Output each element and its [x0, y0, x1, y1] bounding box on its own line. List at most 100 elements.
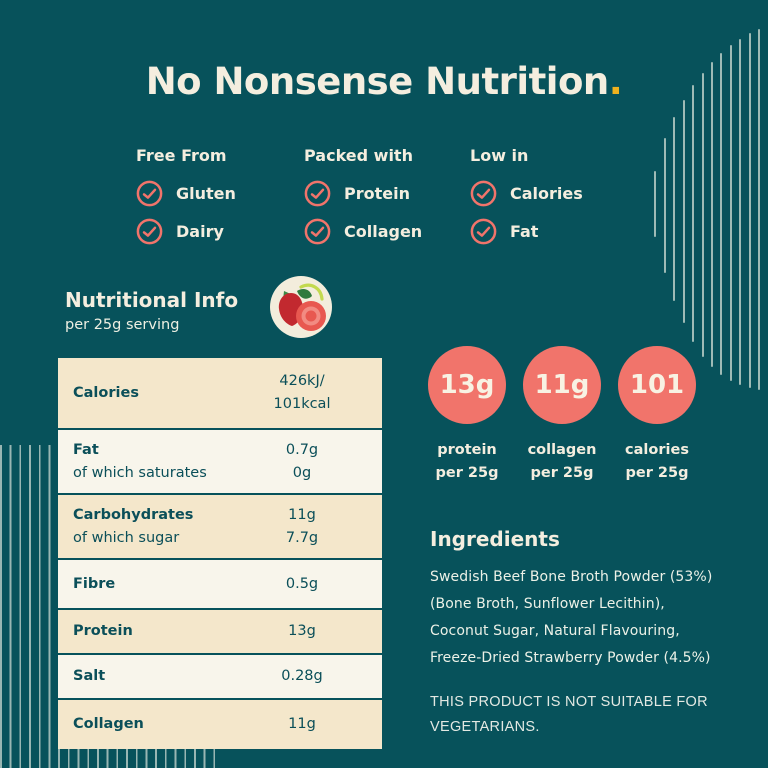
table-row-protein: Protein 13g: [58, 610, 382, 653]
row-value: 0.28g: [281, 668, 323, 684]
check-item-gluten: Gluten: [136, 180, 304, 207]
stat-circle-badge: 101: [618, 346, 696, 424]
row-value-cell: 11g 7.7g: [242, 504, 362, 550]
check-item-collagen: Collagen: [304, 218, 470, 245]
row-value: 11g: [288, 506, 316, 523]
check-item-protein: Protein: [304, 180, 470, 207]
check-circle-icon: [304, 218, 331, 245]
stat-circles: 13g protein per 25g 11g collagen per 25g…: [428, 346, 696, 485]
stat-collagen: 11g collagen per 25g: [523, 346, 601, 485]
row-label-cell: Salt: [58, 665, 242, 688]
check-circle-icon: [304, 180, 331, 207]
check-item-dairy: Dairy: [136, 218, 304, 245]
check-item-label: Calories: [510, 184, 583, 203]
checklist-column-low-in: Low in Calories Fat: [470, 146, 620, 256]
table-row-fat: Fat of which saturates 0.7g 0g: [58, 430, 382, 493]
check-item-label: Dairy: [176, 222, 224, 241]
row-label-cell: Protein: [58, 620, 242, 643]
row-label-cell: Calories: [58, 382, 242, 405]
benefits-checklist: Free From Gluten Dairy Packed with: [136, 146, 620, 256]
row-value-2: 7.7g: [285, 529, 319, 546]
row-value-cell: 13g: [242, 620, 362, 643]
check-item-label: Protein: [344, 184, 410, 203]
vegetarian-warning: THIS PRODUCT IS NOT SUITABLE FOR VEGETAR…: [430, 690, 740, 740]
row-value-cell: 0.7g 0g: [242, 439, 362, 485]
table-row-carbohydrates: Carbohydrates of which sugar 11g 7.7g: [58, 495, 382, 558]
row-value: 13g: [288, 623, 316, 639]
ingredients-line: Freeze-Dried Strawberry Powder (4.5%): [430, 650, 711, 666]
row-value-2: 0g: [292, 464, 312, 481]
row-value-cell: 0.5g: [242, 573, 362, 596]
row-label-cell: Carbohydrates of which sugar: [58, 504, 242, 550]
stat-label-line2: per 25g: [625, 465, 689, 481]
row-label: Fibre: [73, 575, 116, 592]
row-value-cell: 0.28g: [242, 665, 362, 688]
row-label: Carbohydrates: [73, 506, 194, 523]
nutritional-info-header: Nutritional Info per 25g serving: [65, 288, 238, 333]
check-item-label: Collagen: [344, 222, 423, 241]
checklist-column-free-from: Free From Gluten Dairy: [136, 146, 304, 256]
row-value: 0.7g: [285, 441, 319, 458]
ingredients-section: Ingredients Swedish Beef Bone Broth Powd…: [430, 527, 740, 672]
stat-circle-badge: 11g: [523, 346, 601, 424]
stat-label: protein per 25g: [436, 439, 499, 485]
row-value: 11g: [288, 716, 316, 732]
ingredients-line: Swedish Beef Bone Broth Powder (53%): [430, 569, 713, 585]
column-header: Free From: [136, 146, 227, 165]
stat-label-line1: collagen: [527, 442, 597, 458]
stat-label-line2: per 25g: [530, 465, 594, 481]
stat-label-line1: calories: [625, 442, 689, 458]
row-value-2: 101kcal: [273, 396, 331, 412]
page-title-text: No Nonsense Nutrition: [145, 60, 610, 103]
row-label: Protein: [73, 623, 133, 639]
check-circle-icon: [470, 180, 497, 207]
stat-calories: 101 calories per 25g: [618, 346, 696, 485]
row-label-cell: Fat of which saturates: [58, 439, 242, 485]
row-label: Calories: [73, 384, 139, 401]
stat-label-line2: per 25g: [435, 465, 499, 481]
stat-label-line1: protein: [437, 442, 497, 458]
row-label: Salt: [73, 668, 106, 684]
table-row-salt: Salt 0.28g: [58, 655, 382, 698]
warning-line1: THIS PRODUCT IS NOT SUITABLE FOR: [430, 694, 708, 710]
table-row-calories: Calories 426kJ/ 101kcal: [58, 358, 382, 428]
table-row-collagen: Collagen 11g: [58, 700, 382, 749]
row-value: 0.5g: [285, 575, 319, 592]
row-sublabel: of which sugar: [73, 529, 180, 546]
check-circle-icon: [136, 180, 163, 207]
warning-line2: VEGETARIANS.: [430, 719, 540, 735]
check-circle-icon: [470, 218, 497, 245]
row-sublabel: of which saturates: [73, 464, 207, 481]
table-row-fibre: Fibre 0.5g: [58, 560, 382, 608]
page-title-period: .: [608, 60, 623, 103]
check-item-label: Gluten: [176, 184, 236, 203]
row-label-cell: Fibre: [58, 573, 242, 596]
stat-circle-badge: 13g: [428, 346, 506, 424]
nutrition-table: Calories 426kJ/ 101kcal Fat of which sat…: [58, 358, 382, 749]
check-item-fat: Fat: [470, 218, 620, 245]
checklist-column-packed-with: Packed with Protein Collagen: [304, 146, 470, 256]
stat-label: calories per 25g: [625, 439, 689, 485]
row-label-cell: Collagen: [58, 713, 242, 736]
row-value-cell: 11g: [242, 713, 362, 736]
page-title: No Nonsense Nutrition.: [0, 60, 768, 103]
row-label: Fat: [73, 441, 99, 458]
serving-size-note: per 25g serving: [65, 317, 180, 333]
check-item-calories: Calories: [470, 180, 620, 207]
stat-label: collagen per 25g: [528, 439, 597, 485]
ingredients-heading: Ingredients: [430, 527, 560, 551]
check-item-label: Fat: [510, 222, 539, 241]
stat-protein: 13g protein per 25g: [428, 346, 506, 485]
nutritional-info-title: Nutritional Info: [65, 288, 239, 312]
strawberry-badge-icon: [270, 276, 332, 338]
row-label: Collagen: [73, 716, 144, 732]
check-circle-icon: [136, 218, 163, 245]
row-value: 426kJ/: [279, 373, 325, 389]
column-header: Packed with: [304, 146, 413, 165]
column-header: Low in: [470, 146, 529, 165]
ingredients-line: (Bone Broth, Sunflower Lecithin),: [430, 596, 665, 612]
ingredients-line: Coconut Sugar, Natural Flavouring,: [430, 623, 680, 639]
row-value-cell: 426kJ/ 101kcal: [242, 370, 362, 416]
